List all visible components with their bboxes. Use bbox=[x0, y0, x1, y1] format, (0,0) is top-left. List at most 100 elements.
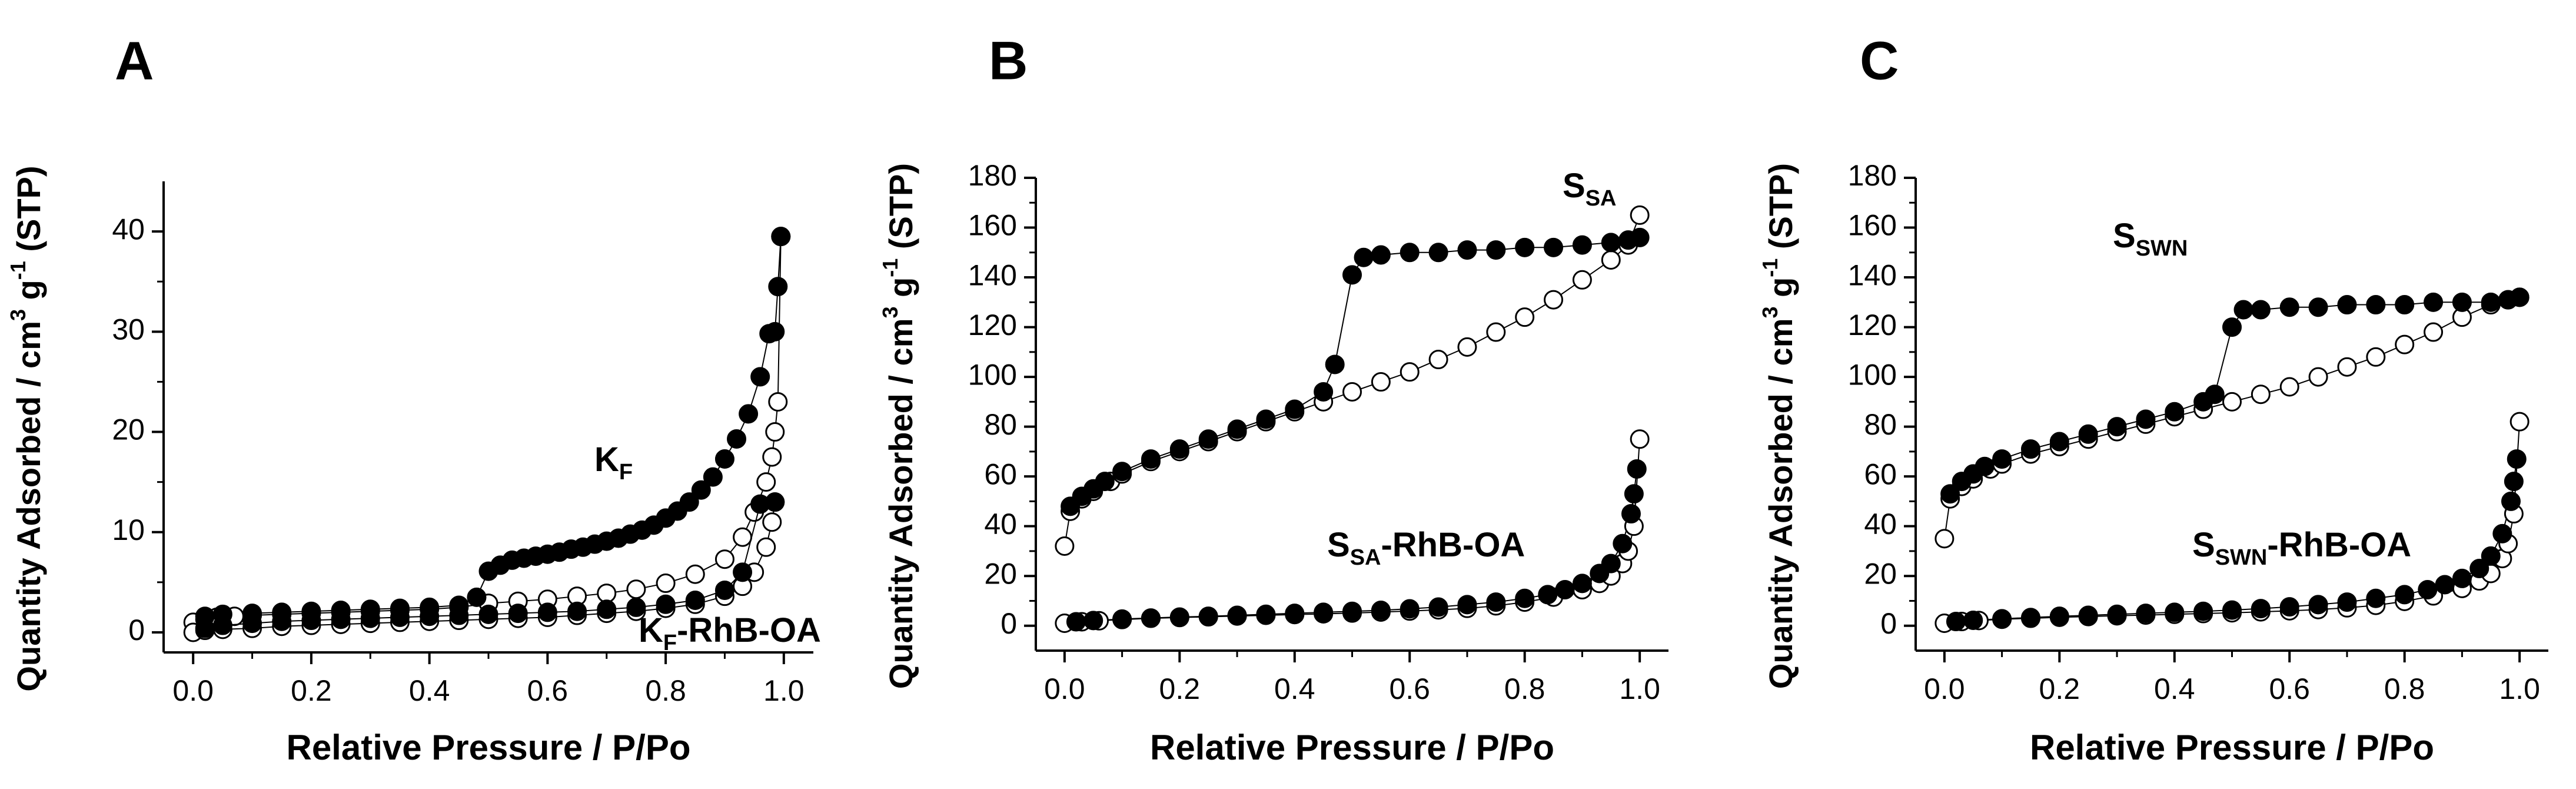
desorption-point bbox=[1285, 399, 1305, 419]
adsorption-point bbox=[626, 579, 646, 599]
series-sswn-rhb-oa: SSWN-RhB-OA bbox=[1935, 412, 2530, 634]
desorption-point bbox=[1428, 243, 1448, 263]
y-tick-label: 40 bbox=[1864, 508, 1897, 541]
panel-label: B bbox=[989, 31, 1028, 91]
desorption-point bbox=[195, 618, 215, 638]
desorption-point bbox=[733, 562, 753, 582]
desorption-point bbox=[272, 611, 292, 631]
desorption-point bbox=[2136, 409, 2156, 429]
series-kf-rhb-oa: KF-RhB-OA bbox=[183, 492, 821, 655]
desorption-point bbox=[2193, 601, 2213, 621]
adsorption-line bbox=[1063, 215, 1641, 546]
desorption-point bbox=[2078, 424, 2098, 444]
desorption-point bbox=[2481, 292, 2501, 312]
y-axis-label: Quantity Adsorbed / cm3 g-1 (STP) bbox=[878, 163, 919, 689]
chart-panel-a: A 0.0 0.2 0.4 0.6 0.8 1.0 0 10 20 30 40 Relative Pre… bbox=[6, 31, 821, 767]
desorption-point bbox=[1314, 602, 1334, 622]
desorption-point bbox=[1963, 610, 1983, 630]
desorption-point bbox=[1169, 607, 1189, 627]
desorption-point bbox=[1169, 439, 1189, 459]
y-tick-label: 40 bbox=[984, 508, 1017, 541]
adsorption-point bbox=[1935, 529, 1955, 549]
adsorption-point bbox=[2366, 347, 2386, 367]
desorption-point bbox=[242, 614, 262, 634]
desorption-point bbox=[1627, 459, 1647, 479]
desorption-point bbox=[2222, 600, 2242, 620]
desorption-point bbox=[1141, 449, 1161, 469]
adsorption-point bbox=[1601, 250, 1621, 270]
desorption-point bbox=[1457, 240, 1477, 260]
x-tick-label: 0.0 bbox=[1044, 672, 1085, 705]
desorption-line bbox=[205, 501, 775, 629]
desorption-point bbox=[1227, 419, 1247, 439]
desorption-point bbox=[656, 594, 676, 614]
x-tick-label: 0.2 bbox=[1159, 672, 1201, 705]
desorption-point bbox=[508, 604, 528, 624]
desorption-point bbox=[1325, 354, 1345, 374]
desorption-point bbox=[1314, 382, 1334, 402]
desorption-point bbox=[2366, 295, 2386, 315]
desorption-point bbox=[714, 580, 734, 600]
desorption-point bbox=[478, 561, 498, 581]
adsorption-point bbox=[1342, 382, 1362, 402]
adsorption-point bbox=[765, 422, 785, 442]
adsorption-point bbox=[756, 537, 776, 557]
x-tick-label: 0.2 bbox=[291, 674, 332, 707]
y-tick-label: 60 bbox=[984, 458, 1017, 490]
series-label: SSWN bbox=[2113, 217, 2188, 261]
desorption-point bbox=[1061, 496, 1081, 516]
desorption-point bbox=[1572, 235, 1592, 255]
desorption-point bbox=[1400, 243, 1420, 263]
desorption-point bbox=[1112, 609, 1132, 629]
desorption-point bbox=[2251, 599, 2271, 619]
y-tick-label: 20 bbox=[1864, 557, 1897, 590]
desorption-point bbox=[1256, 604, 1276, 624]
x-tick-label: 0.8 bbox=[2384, 672, 2425, 705]
y-tick-label: 140 bbox=[1848, 258, 1897, 291]
desorption-point bbox=[2452, 568, 2472, 588]
adsorption-point bbox=[1572, 270, 1592, 290]
series-label: SSWN-RhB-OA bbox=[2192, 526, 2411, 570]
desorption-point bbox=[1342, 265, 1362, 285]
adsorption-point bbox=[714, 549, 734, 569]
desorption-point bbox=[2424, 292, 2444, 312]
desorption-point bbox=[768, 277, 788, 297]
adsorption-point bbox=[2337, 357, 2357, 377]
desorption-point bbox=[759, 324, 779, 344]
y-tick-label: 120 bbox=[1848, 309, 1897, 342]
desorption-point bbox=[2507, 449, 2527, 469]
desorption-point bbox=[1428, 597, 1448, 617]
series-label: KF-RhB-OA bbox=[639, 611, 821, 655]
desorption-point bbox=[2469, 559, 2489, 579]
x-axis-label: Relative Pressure / P/Po bbox=[2030, 728, 2434, 767]
adsorption-point bbox=[733, 527, 753, 547]
adsorption-point bbox=[685, 564, 705, 584]
y-tick-label: 160 bbox=[1848, 209, 1897, 242]
series-ssa: SSA bbox=[1055, 167, 1650, 556]
desorption-point bbox=[1613, 533, 1633, 553]
x-tick-label: 1.0 bbox=[2499, 672, 2540, 705]
desorption-point bbox=[2222, 317, 2242, 337]
desorption-point bbox=[2498, 290, 2518, 310]
adsorption-point bbox=[1400, 362, 1420, 382]
desorption-point bbox=[2308, 595, 2328, 615]
desorption-point bbox=[1940, 484, 1960, 504]
x-tick-label: 0.0 bbox=[1924, 672, 1965, 705]
desorption-point bbox=[1285, 604, 1305, 624]
desorption-point bbox=[1590, 563, 1610, 584]
y-tick-label: 60 bbox=[1864, 458, 1897, 490]
desorption-point bbox=[1486, 240, 1506, 260]
y-tick-label: 20 bbox=[112, 413, 145, 446]
desorption-point bbox=[1992, 609, 2012, 629]
y-tick-label: 180 bbox=[1848, 159, 1897, 192]
x-axis-label: Relative Pressure / P/Po bbox=[286, 728, 690, 767]
x-tick-label: 0.0 bbox=[172, 674, 214, 707]
desorption-point bbox=[449, 605, 469, 625]
y-tick-label: 40 bbox=[112, 213, 145, 246]
desorption-point bbox=[1992, 449, 2012, 469]
desorption-point bbox=[2136, 604, 2156, 624]
desorption-point bbox=[597, 599, 617, 619]
chart-panel-b: B 0.0 0.2 0.4 0.6 0.8 1.0 0 20 40 60 80 100 120 140 160… bbox=[878, 31, 1668, 767]
desorption-point bbox=[1946, 612, 1966, 632]
desorption-point bbox=[360, 608, 380, 628]
